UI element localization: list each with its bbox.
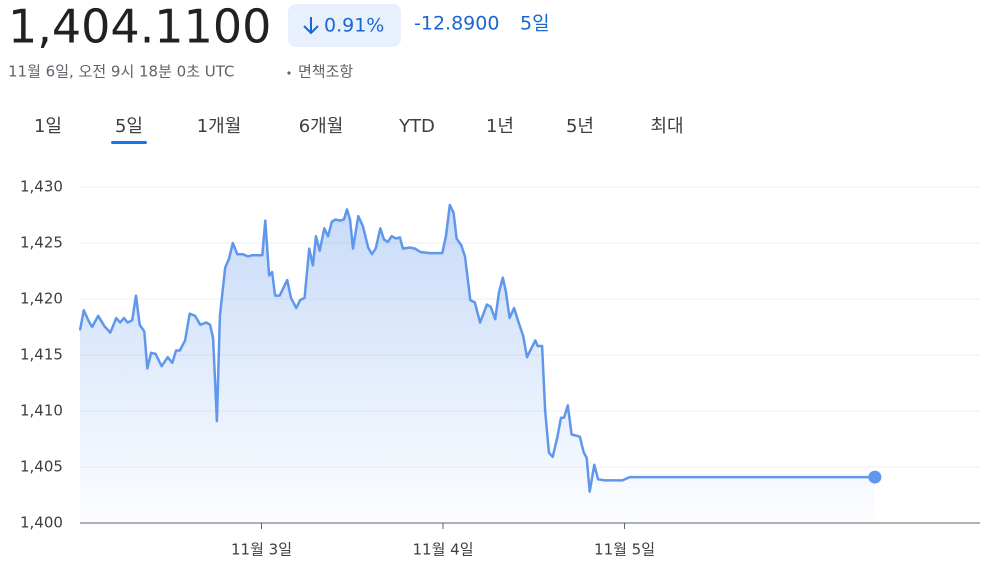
price: 1,404.1100 bbox=[8, 0, 271, 54]
y-tick-label: 1,415 bbox=[20, 346, 63, 364]
x-tick-label: 11월 5일 bbox=[594, 541, 655, 559]
change-percent: 0.91% bbox=[324, 15, 384, 37]
change: -12.8900 bbox=[414, 13, 499, 35]
separator bbox=[287, 71, 291, 75]
disclaimer[interactable]: 면책조항 bbox=[298, 63, 353, 81]
x-tick-label: 11월 4일 bbox=[413, 541, 474, 559]
tabs: 1일 5일 1개월 6개월 YTD 1년 5년 최대 bbox=[34, 116, 684, 144]
down-arrow bbox=[303, 17, 319, 35]
tab[interactable]: 최대 bbox=[650, 116, 683, 137]
tab[interactable]: 5일 bbox=[115, 116, 143, 137]
tab[interactable]: 1년 bbox=[486, 116, 514, 137]
y-tick-label: 1,430 bbox=[20, 178, 63, 196]
price-line bbox=[78, 203, 875, 493]
tab-underline bbox=[111, 141, 147, 144]
area bbox=[80, 204, 875, 523]
x-tick-label: 11월 3일 bbox=[231, 541, 292, 559]
chart: 1,400 1,405 1,410 1,415 1,420 1,425 1,430 11월 3… bbox=[20, 178, 980, 559]
last-point bbox=[868, 470, 882, 484]
y-tick-label: 1,420 bbox=[20, 290, 63, 308]
y-tick-label: 1,410 bbox=[20, 402, 63, 420]
tab[interactable]: YTD bbox=[398, 116, 435, 137]
change-badge bbox=[288, 4, 401, 47]
tab[interactable]: 5년 bbox=[566, 116, 594, 137]
y-tick-label: 1,405 bbox=[20, 458, 63, 476]
tab[interactable]: 1일 bbox=[34, 116, 62, 137]
y-tick-label: 1,425 bbox=[20, 234, 63, 252]
timestamp: 11월 6일, 오전 9시 18분 0초 UTC bbox=[8, 63, 235, 81]
period: 5일 bbox=[520, 13, 550, 35]
tab[interactable]: 1개월 bbox=[197, 116, 242, 137]
y-tick-label: 1,400 bbox=[20, 514, 63, 532]
tab[interactable]: 6개월 bbox=[299, 116, 344, 137]
